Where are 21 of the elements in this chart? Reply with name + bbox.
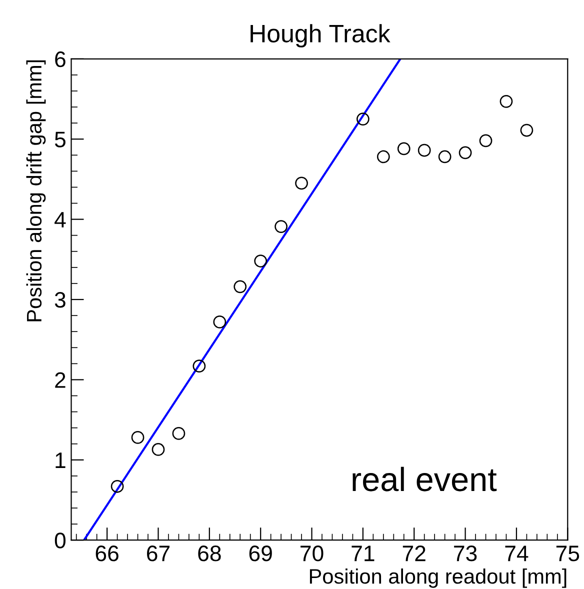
x-tick-label: 74 [505, 546, 528, 562]
x-tick-label: 72 [402, 546, 426, 562]
x-tick-label: 67 [147, 546, 170, 562]
x-tick-label: 73 [454, 546, 477, 562]
y-tick-label: 6 [55, 51, 66, 68]
x-tick-label: 75 [556, 546, 580, 562]
x-tick-label: 68 [198, 546, 221, 562]
x-tick-label: 70 [300, 546, 324, 562]
annotation: real event [352, 466, 497, 492]
chart-title: Hough Track [250, 24, 390, 48]
y-tick-label: 4 [54, 212, 66, 228]
y-tick-label: 0 [54, 532, 66, 548]
y-tick-label: 3 [54, 292, 66, 308]
y-axis-title: Position along drift gap [mm] [26, 60, 46, 322]
x-tick-label: 66 [96, 546, 118, 562]
x-tick-label: 71 [352, 546, 374, 562]
x-tick-label: 69 [249, 546, 272, 562]
y-tick-label: 5 [54, 132, 66, 148]
y-tick-label: 1 [56, 452, 66, 468]
y-tick-label: 2 [55, 372, 66, 388]
x-axis-title: Position along readout [mm] [310, 568, 566, 588]
